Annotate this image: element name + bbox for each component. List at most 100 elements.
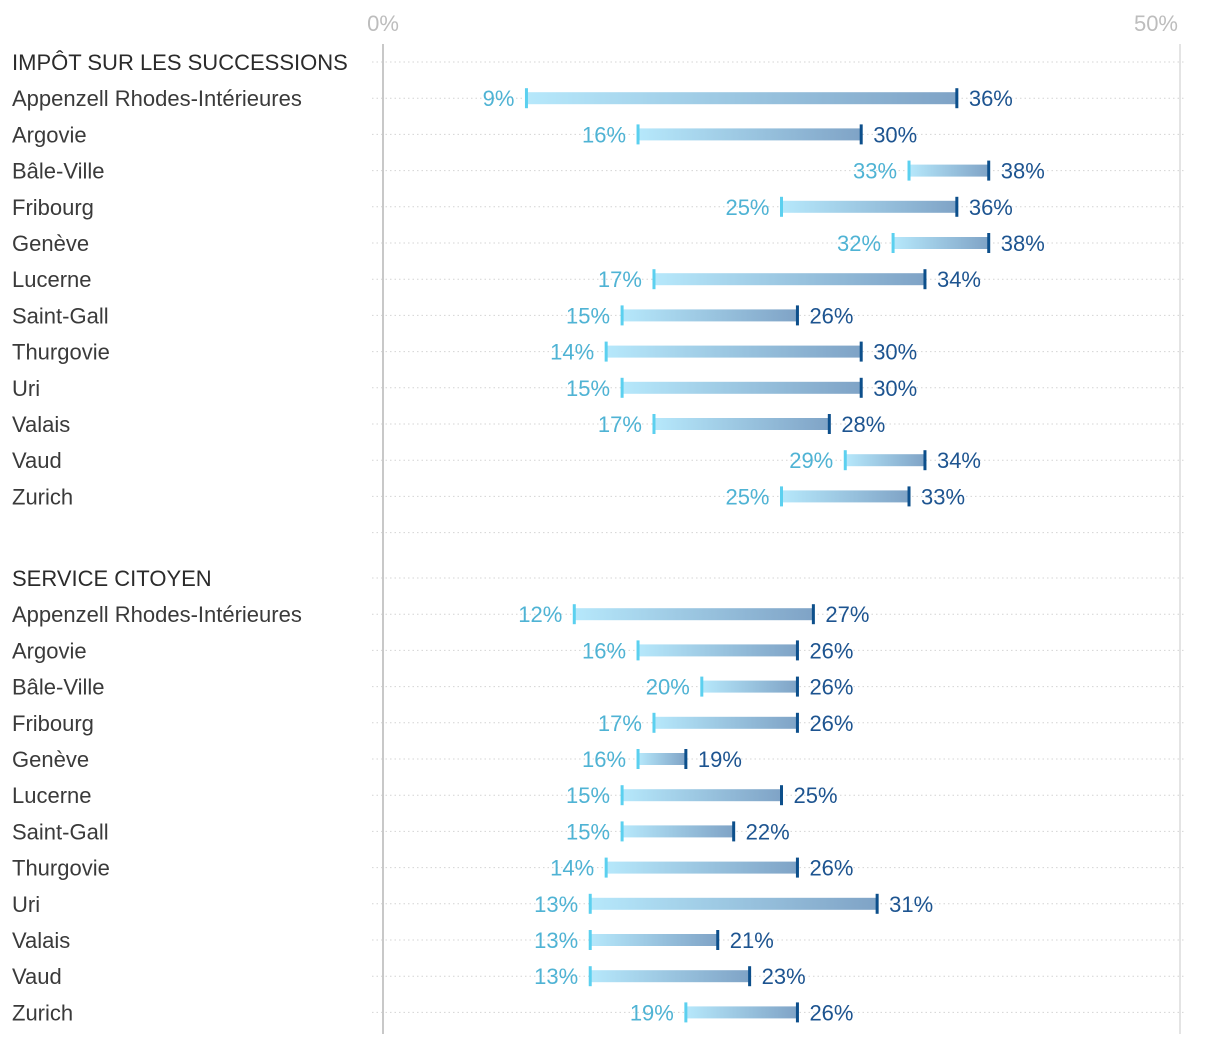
min-marker xyxy=(780,196,783,217)
max-marker xyxy=(859,377,863,398)
min-value-label: 9% xyxy=(483,86,515,111)
max-value-label: 22% xyxy=(746,819,790,844)
min-marker xyxy=(636,124,640,145)
min-marker xyxy=(652,414,656,434)
max-value-label: 34% xyxy=(937,448,981,473)
min-value-label: 15% xyxy=(566,303,610,328)
row-label: Appenzell Rhodes-Intérieures xyxy=(12,602,302,627)
range-bar xyxy=(622,309,798,322)
max-value-label: 33% xyxy=(921,484,965,509)
min-marker xyxy=(843,450,847,471)
min-value-label: 17% xyxy=(598,267,642,292)
min-value-label: 32% xyxy=(837,231,881,256)
range-bar xyxy=(526,92,957,105)
range-bar xyxy=(781,490,910,503)
min-value-label: 20% xyxy=(646,675,690,700)
max-value-label: 38% xyxy=(1001,231,1045,256)
x-tick-label: 50% xyxy=(1134,11,1178,36)
max-marker xyxy=(795,640,799,661)
min-marker xyxy=(588,893,592,914)
min-marker xyxy=(636,640,640,661)
range-bar xyxy=(622,825,734,838)
row-label: Lucerne xyxy=(12,267,92,292)
row-label: Zurich xyxy=(12,484,73,509)
min-value-label: 25% xyxy=(725,195,769,220)
row-label: Bâle-Ville xyxy=(12,675,105,700)
min-value-label: 15% xyxy=(566,376,610,401)
min-marker xyxy=(588,930,592,950)
min-marker xyxy=(907,160,911,181)
max-value-label: 23% xyxy=(762,964,806,989)
range-bar xyxy=(638,128,862,141)
min-marker xyxy=(524,88,528,109)
section-title: SERVICE CITOYEN xyxy=(12,566,212,591)
max-marker xyxy=(795,305,799,326)
range-bar xyxy=(653,716,798,729)
min-value-label: 13% xyxy=(534,964,578,989)
row-label: Genève xyxy=(12,747,89,772)
max-marker xyxy=(684,749,688,769)
range-bar xyxy=(781,200,957,213)
max-marker xyxy=(987,160,991,181)
max-value-label: 31% xyxy=(889,892,933,917)
min-marker xyxy=(588,966,592,987)
row-label: Fribourg xyxy=(12,711,94,736)
max-value-label: 36% xyxy=(969,86,1013,111)
range-bar xyxy=(622,381,862,394)
max-value-label: 27% xyxy=(825,602,869,627)
row-label: Thurgovie xyxy=(12,340,110,365)
range-bar xyxy=(653,418,830,430)
min-marker xyxy=(891,233,895,253)
row-label: Argovie xyxy=(12,638,87,663)
range-bar xyxy=(638,753,686,765)
section-title: IMPÔT SUR LES SUCCESSIONS xyxy=(12,50,348,75)
range-bar xyxy=(638,644,798,657)
row-label: Valais xyxy=(12,412,70,437)
min-value-label: 17% xyxy=(598,711,642,736)
max-marker xyxy=(907,486,911,507)
marks-layer xyxy=(524,88,991,1023)
range-bar xyxy=(574,608,814,621)
max-marker xyxy=(827,414,831,434)
min-marker xyxy=(620,785,624,806)
max-value-label: 19% xyxy=(698,747,742,772)
range-bar xyxy=(590,897,878,910)
range-bar xyxy=(685,1006,798,1019)
min-marker xyxy=(604,857,608,878)
max-marker xyxy=(795,712,799,733)
grid-layer xyxy=(372,61,1186,1013)
max-value-label: 30% xyxy=(873,122,917,147)
max-marker xyxy=(716,930,720,950)
min-value-label: 17% xyxy=(598,412,642,437)
max-value-label: 38% xyxy=(1001,159,1045,184)
max-marker xyxy=(923,450,927,471)
max-value-label: 26% xyxy=(809,675,853,700)
range-bar xyxy=(590,934,718,946)
row-label: Uri xyxy=(12,376,40,401)
row-label: Genève xyxy=(12,231,89,256)
min-value-label: 25% xyxy=(725,484,769,509)
range-bar xyxy=(653,273,925,286)
min-value-label: 16% xyxy=(582,747,626,772)
min-value-label: 29% xyxy=(789,448,833,473)
max-marker xyxy=(732,821,736,842)
max-value-label: 34% xyxy=(937,267,981,292)
x-tick-label: 0% xyxy=(367,11,399,36)
range-bar xyxy=(622,789,782,802)
min-marker xyxy=(636,749,640,769)
min-value-label: 19% xyxy=(630,1000,674,1025)
max-value-label: 30% xyxy=(873,340,917,365)
row-label: Lucerne xyxy=(12,783,92,808)
max-value-label: 26% xyxy=(809,303,853,328)
row-label: Thurgovie xyxy=(12,856,110,881)
min-marker xyxy=(700,676,704,697)
min-marker xyxy=(572,604,576,625)
min-value-label: 14% xyxy=(550,856,594,881)
min-value-label: 13% xyxy=(534,928,578,953)
row-label: Saint-Gall xyxy=(12,303,109,328)
text-layer: IMPÔT SUR LES SUCCESSIONS Appenzell Rhode… xyxy=(12,11,1178,1025)
range-bar xyxy=(701,680,798,693)
min-marker xyxy=(652,269,656,290)
min-marker xyxy=(604,341,608,362)
